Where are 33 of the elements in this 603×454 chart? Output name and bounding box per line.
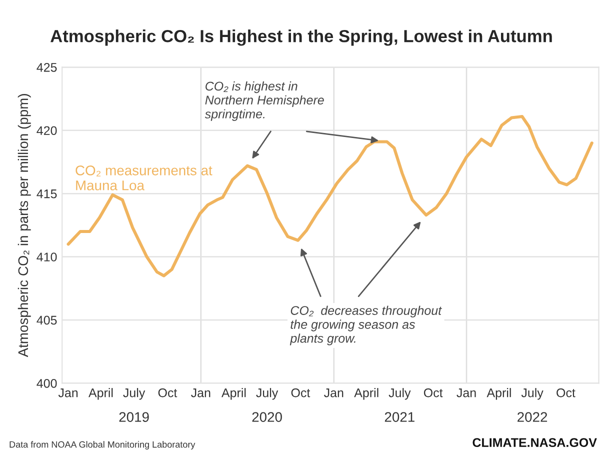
x2-tick-label: 2022	[518, 412, 548, 422]
x-tick-label: April	[354, 388, 378, 400]
annotation: CO₂ decreases throughout the growing season as plants grow.	[290, 306, 442, 346]
x-tick-label: Oct	[424, 388, 443, 398]
series-label: CO₂ measurements at Mauna Loa	[76, 166, 212, 190]
y-tick-label: 420	[36, 126, 57, 136]
x2-tick-label: 2021	[384, 412, 414, 422]
x-tick-label: Jan	[456, 388, 476, 398]
x2-tick-label: 2020	[252, 412, 282, 422]
y-tick-label: 415	[36, 190, 57, 198]
y-axis-title: Atmospheric CO₂ in parts per million (ppm)	[18, 94, 31, 358]
x-tick-label: July	[521, 388, 544, 400]
x2-tick-label: 2019	[119, 412, 149, 422]
x-tick-label: July	[388, 388, 411, 400]
y-tick-label: 410	[36, 252, 57, 262]
x-tick-label: Oct	[158, 388, 178, 398]
x-tick-label: July	[256, 388, 278, 400]
x-tick-label: April	[221, 388, 246, 400]
y-tick-label: 400	[36, 378, 57, 388]
x-tick-label: April	[88, 388, 113, 400]
x-tick-label: Oct	[291, 388, 310, 398]
x-tick-label: July	[123, 388, 146, 400]
x-tick-label: Jan	[324, 388, 344, 398]
text: CLIMATE.NASA.GOV	[472, 438, 597, 447]
x-tick-label: Jan	[58, 388, 78, 398]
annotation: CO₂ is highest in Northern Hemisphere springtime.	[204, 81, 324, 121]
x-tick-label: April	[486, 388, 511, 400]
chart-title: Atmospheric CO₂ Is Highest in the Spring, Lowest in Autumn	[50, 30, 552, 46]
x-tick-label: Jan	[191, 388, 210, 398]
text: Data from NOAA Global Monitoring Laboratory	[10, 441, 196, 450]
x-tick-label: Oct	[556, 388, 576, 398]
y-tick-label: 425	[36, 62, 57, 72]
y-tick-label: 405	[36, 316, 57, 325]
